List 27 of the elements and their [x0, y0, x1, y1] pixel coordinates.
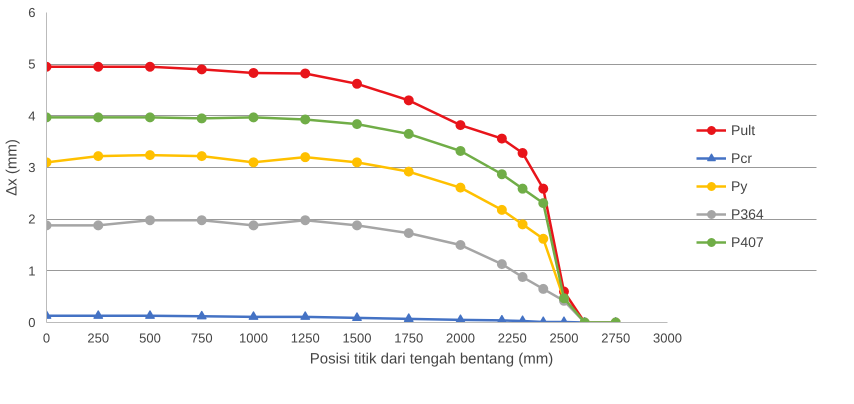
legend-label: Pult	[731, 122, 756, 138]
x-tick-label: 2500	[550, 330, 578, 346]
y-tick-label: 1	[28, 263, 36, 278]
y-tick-label: 4	[28, 108, 36, 124]
legend-label: P364	[731, 206, 765, 222]
x-axis-title: Posisi titik dari tengah bentang (mm)	[310, 350, 554, 368]
legend-label: P407	[731, 234, 765, 250]
y-tick-label: 5	[28, 56, 36, 72]
y-tick-label: 6	[28, 5, 36, 20]
x-tick-label: 2250	[498, 330, 527, 346]
y-tick-label: 0	[28, 315, 36, 330]
x-tick-label: 1500	[342, 330, 372, 346]
x-tick-label: 250	[87, 330, 110, 346]
x-tick-label: 0	[42, 330, 50, 346]
x-tick-label: 500	[139, 330, 161, 346]
y-tick-label: 2	[28, 212, 36, 227]
x-tick-label: 1250	[290, 330, 320, 346]
x-tick-label: 1000	[239, 330, 268, 346]
x-tick-label: 3000	[653, 330, 682, 346]
y-axis-title: Δx (mm)	[3, 139, 20, 196]
y-tick-label: 3	[28, 160, 36, 175]
legend-label: Py	[731, 178, 748, 194]
legend-label: Pcr	[731, 150, 753, 166]
x-tick-label: 2000	[446, 330, 475, 346]
x-tick-label: 1750	[394, 330, 424, 346]
x-tick-label: 2750	[601, 330, 630, 346]
x-tick-label: 750	[190, 330, 213, 346]
